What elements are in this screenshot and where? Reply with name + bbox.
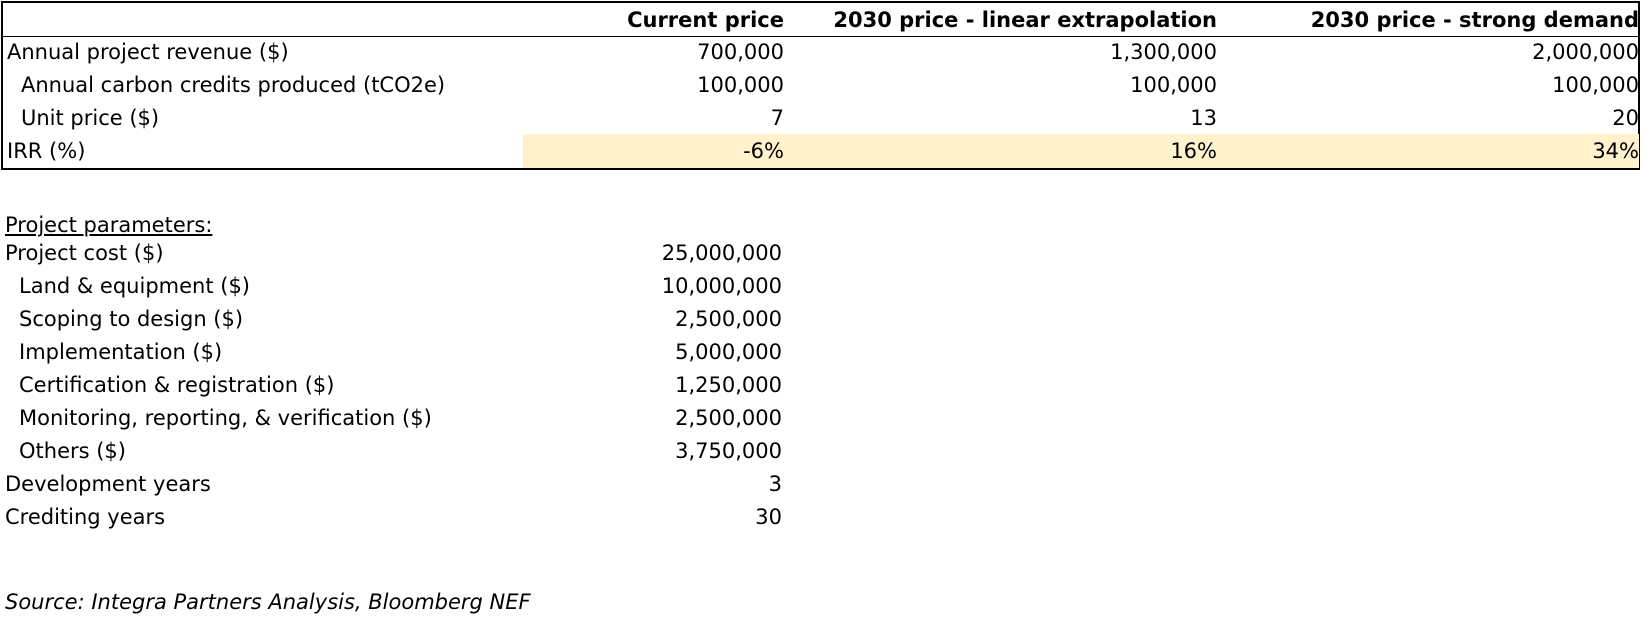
param-row: Scoping to design ($) 2,500,000 [0,302,790,336]
params-title: Project parameters: [5,213,213,237]
param-label: Land & equipment ($) [19,274,250,298]
irr-cell-highlighted: -6% [523,134,784,168]
table-row-unit-price: Unit price ($) 7 13 20 [3,101,1639,135]
param-label: Implementation ($) [19,340,223,364]
param-label: Project cost ($) [5,241,164,265]
param-row: Land & equipment ($) 10,000,000 [0,269,790,303]
param-value: 3,750,000 [675,439,782,463]
param-value: 1,250,000 [675,373,782,397]
header-2030-linear: 2030 price - linear extrapolation [833,8,1217,32]
cell-value: 700,000 [697,40,784,64]
param-value: 2,500,000 [675,307,782,331]
param-row: Project cost ($) 25,000,000 [0,236,790,270]
param-value: 2,500,000 [675,406,782,430]
row-label: Annual project revenue ($) [7,40,289,64]
irr-table: Current price 2030 price - linear extrap… [1,1,1640,170]
param-label: Development years [5,472,211,496]
table-row-irr: IRR (%) -6% 16% 34% [3,134,1639,168]
param-label: Monitoring, reporting, & verification ($… [19,406,432,430]
cell-value: 2,000,000 [1532,40,1639,64]
irr-cell-highlighted: 34% [1217,134,1639,168]
param-row: Implementation ($) 5,000,000 [0,335,790,369]
row-label: Annual carbon credits produced (tCO2e) [21,73,446,97]
param-row: Monitoring, reporting, & verification ($… [0,401,790,435]
param-row: Others ($) 3,750,000 [0,434,790,468]
param-label: Crediting years [5,505,166,529]
irr-cell-highlighted: 16% [784,134,1217,168]
cell-value: 100,000 [1130,73,1217,97]
param-row: Development years 3 [0,467,790,501]
param-label: Scoping to design ($) [19,307,244,331]
param-row: Certification & registration ($) 1,250,0… [0,368,790,402]
param-value: 30 [755,505,782,529]
param-label: Certification & registration ($) [19,373,335,397]
header-2030-strong: 2030 price - strong demand [1310,8,1639,32]
cell-value: 7 [770,106,784,130]
param-value: 5,000,000 [675,340,782,364]
table-header-row: Current price 2030 price - linear extrap… [3,3,1639,37]
cell-value: 1,300,000 [1110,40,1217,64]
header-current-price: Current price [627,8,784,32]
param-value: 10,000,000 [661,274,782,298]
cell-value: 100,000 [697,73,784,97]
param-label: Others ($) [19,439,126,463]
table-row-revenue: Annual project revenue ($) 700,000 1,300… [3,35,1639,69]
cell-value: 13 [1190,106,1217,130]
param-value: 3 [768,472,782,496]
source-note: Source: Integra Partners Analysis, Bloom… [5,590,531,614]
param-row: Crediting years 30 [0,500,790,534]
cell-value: 20 [1612,106,1639,130]
row-label: IRR (%) [7,139,86,163]
param-value: 25,000,000 [661,241,782,265]
row-label: Unit price ($) [21,106,160,130]
table-row-credits: Annual carbon credits produced (tCO2e) 1… [3,68,1639,102]
cell-value: 100,000 [1552,73,1639,97]
